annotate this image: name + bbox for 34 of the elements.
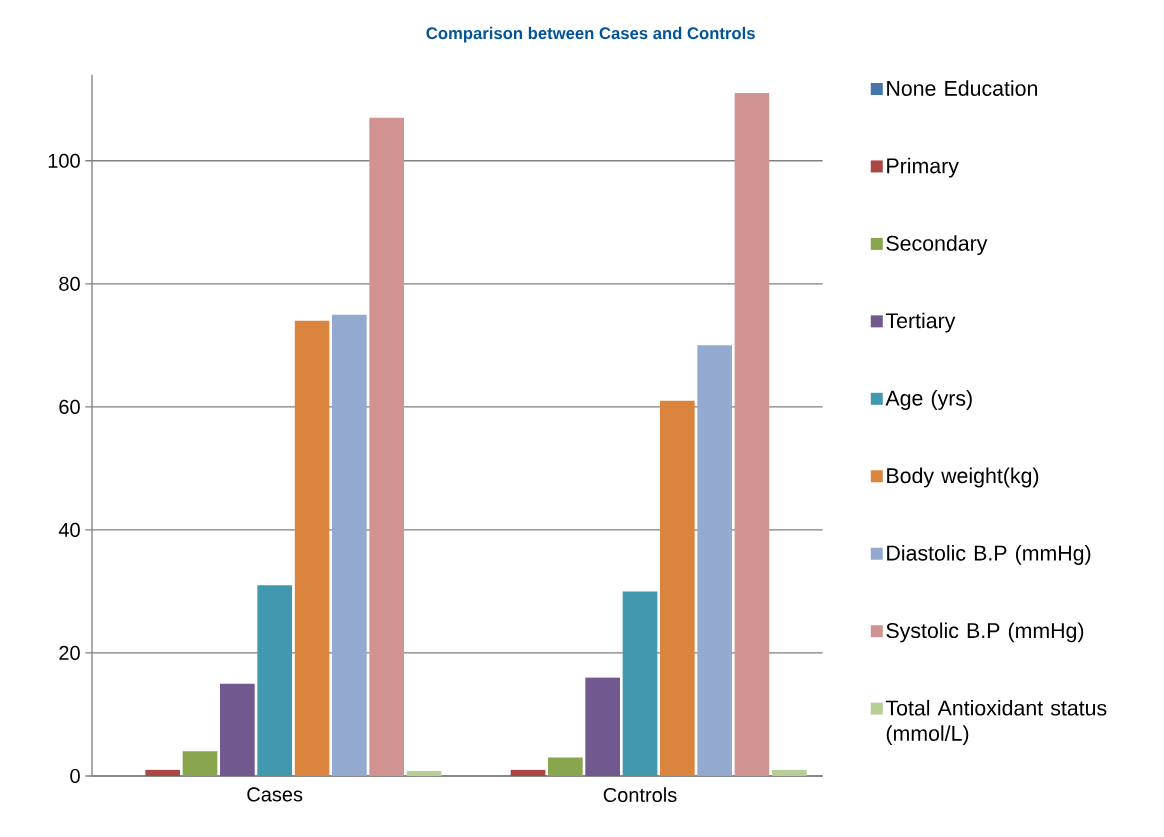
- legend-label: Body weight(kg): [887, 467, 1039, 488]
- legend-label: Systolic B.P (mmHg): [886, 622, 1084, 643]
- bar: [145, 769, 181, 776]
- bar: [772, 769, 807, 776]
- legend-label: Primary: [887, 157, 959, 178]
- bar: [622, 591, 658, 776]
- bar: [332, 314, 367, 776]
- bar: [369, 117, 405, 776]
- y-tick-label: 20: [59, 645, 80, 660]
- bar: [548, 757, 583, 776]
- bar: [294, 320, 330, 776]
- bar: [660, 400, 695, 776]
- legend-label: Total Antioxidant status (mmol/L): [885, 699, 1107, 745]
- bar: [585, 677, 620, 776]
- legend-label: Secondary: [886, 235, 988, 255]
- bar: [734, 92, 770, 776]
- bar: [182, 751, 218, 776]
- x-tick-label: Cases: [247, 787, 303, 802]
- bar: [406, 770, 442, 776]
- y-tick-label: 0: [70, 768, 80, 783]
- chart-title: Comparison between Cases and Controls: [426, 26, 755, 43]
- x-tick-label: Controls: [603, 787, 677, 802]
- y-tick-label: 100: [48, 153, 80, 168]
- bar: [510, 769, 546, 776]
- bar: [257, 585, 293, 776]
- legend-label: None Education: [887, 80, 1038, 96]
- y-tick-label: 80: [59, 276, 80, 291]
- bar: [220, 683, 255, 776]
- legend-label: Age (yrs): [885, 389, 972, 410]
- legend-label: Diastolic B.P (mmHg): [887, 544, 1091, 565]
- y-tick-label: 60: [59, 399, 80, 414]
- y-tick-label: 40: [58, 522, 80, 537]
- legend-label: Tertiary: [885, 312, 956, 333]
- bar: [697, 345, 732, 776]
